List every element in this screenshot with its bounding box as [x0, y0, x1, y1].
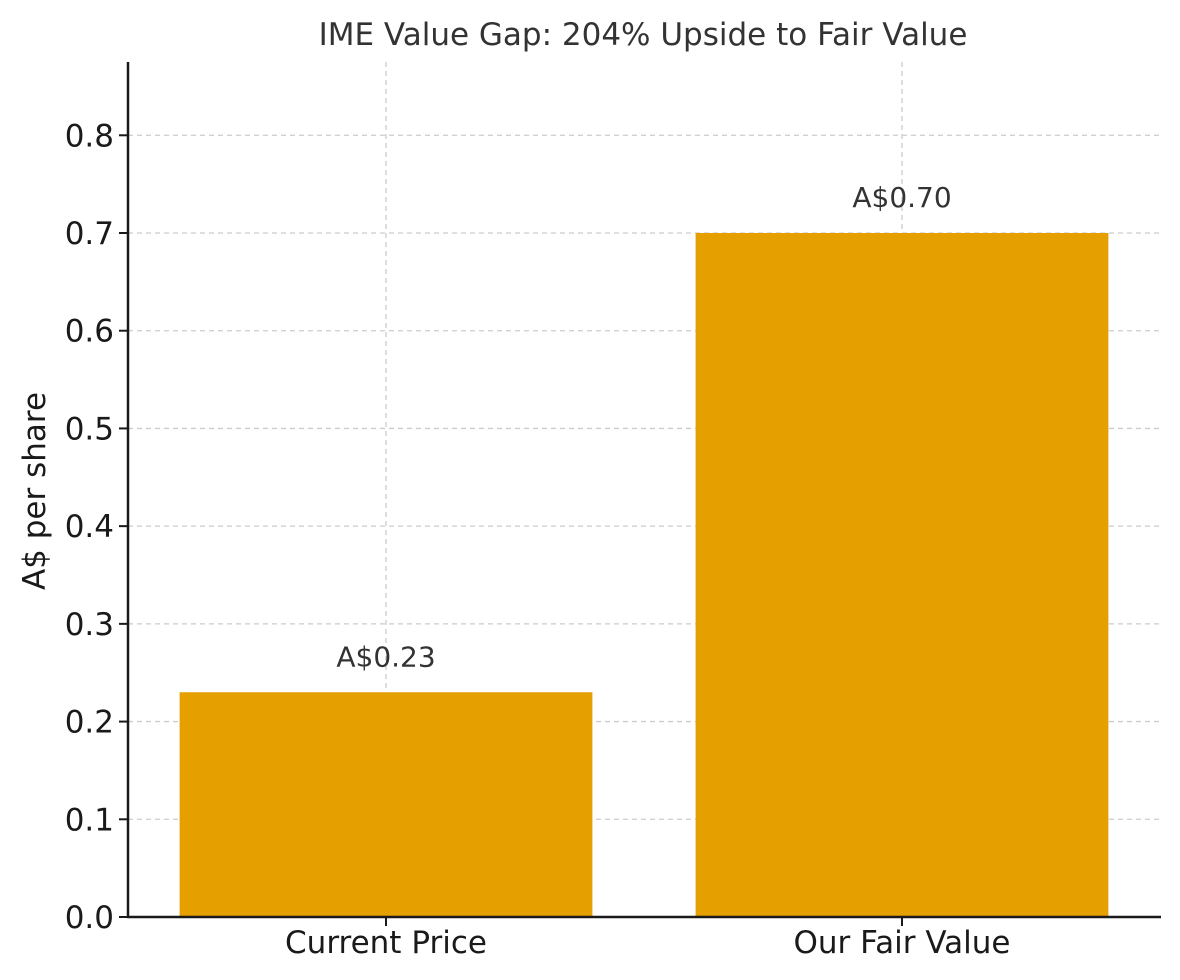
y-tick-label: 0.6: [65, 314, 114, 350]
label-layer: 0.0 0.1 0.2 0.3 0.4 0.5 0.6 0.7 0.8 Current Price…: [65, 118, 1011, 961]
bar-data-label: A$0.23: [336, 640, 435, 673]
bar-layer: [179, 233, 1109, 917]
bar: [179, 692, 593, 917]
y-tick-label: 0.2: [65, 705, 114, 741]
y-tick-label: 0.4: [65, 509, 114, 545]
chart-title: IME Value Gap: 204% Upside to Fair Value: [319, 17, 968, 53]
y-tick-label: 0.0: [65, 900, 114, 936]
x-tick-label: Current Price: [285, 925, 487, 961]
y-tick-label: 0.5: [65, 411, 114, 447]
axis-layer: [119, 62, 1161, 926]
y-tick-label: 0.3: [65, 607, 114, 643]
y-tick-label: 0.8: [65, 118, 114, 154]
y-axis-label: A$ per share: [17, 392, 53, 590]
bar: [695, 233, 1109, 917]
y-tick-label: 0.7: [65, 216, 114, 252]
y-tick-label: 0.1: [65, 802, 114, 838]
bar-data-label: A$0.70: [852, 181, 951, 214]
x-tick-label: Our Fair Value: [794, 925, 1011, 961]
